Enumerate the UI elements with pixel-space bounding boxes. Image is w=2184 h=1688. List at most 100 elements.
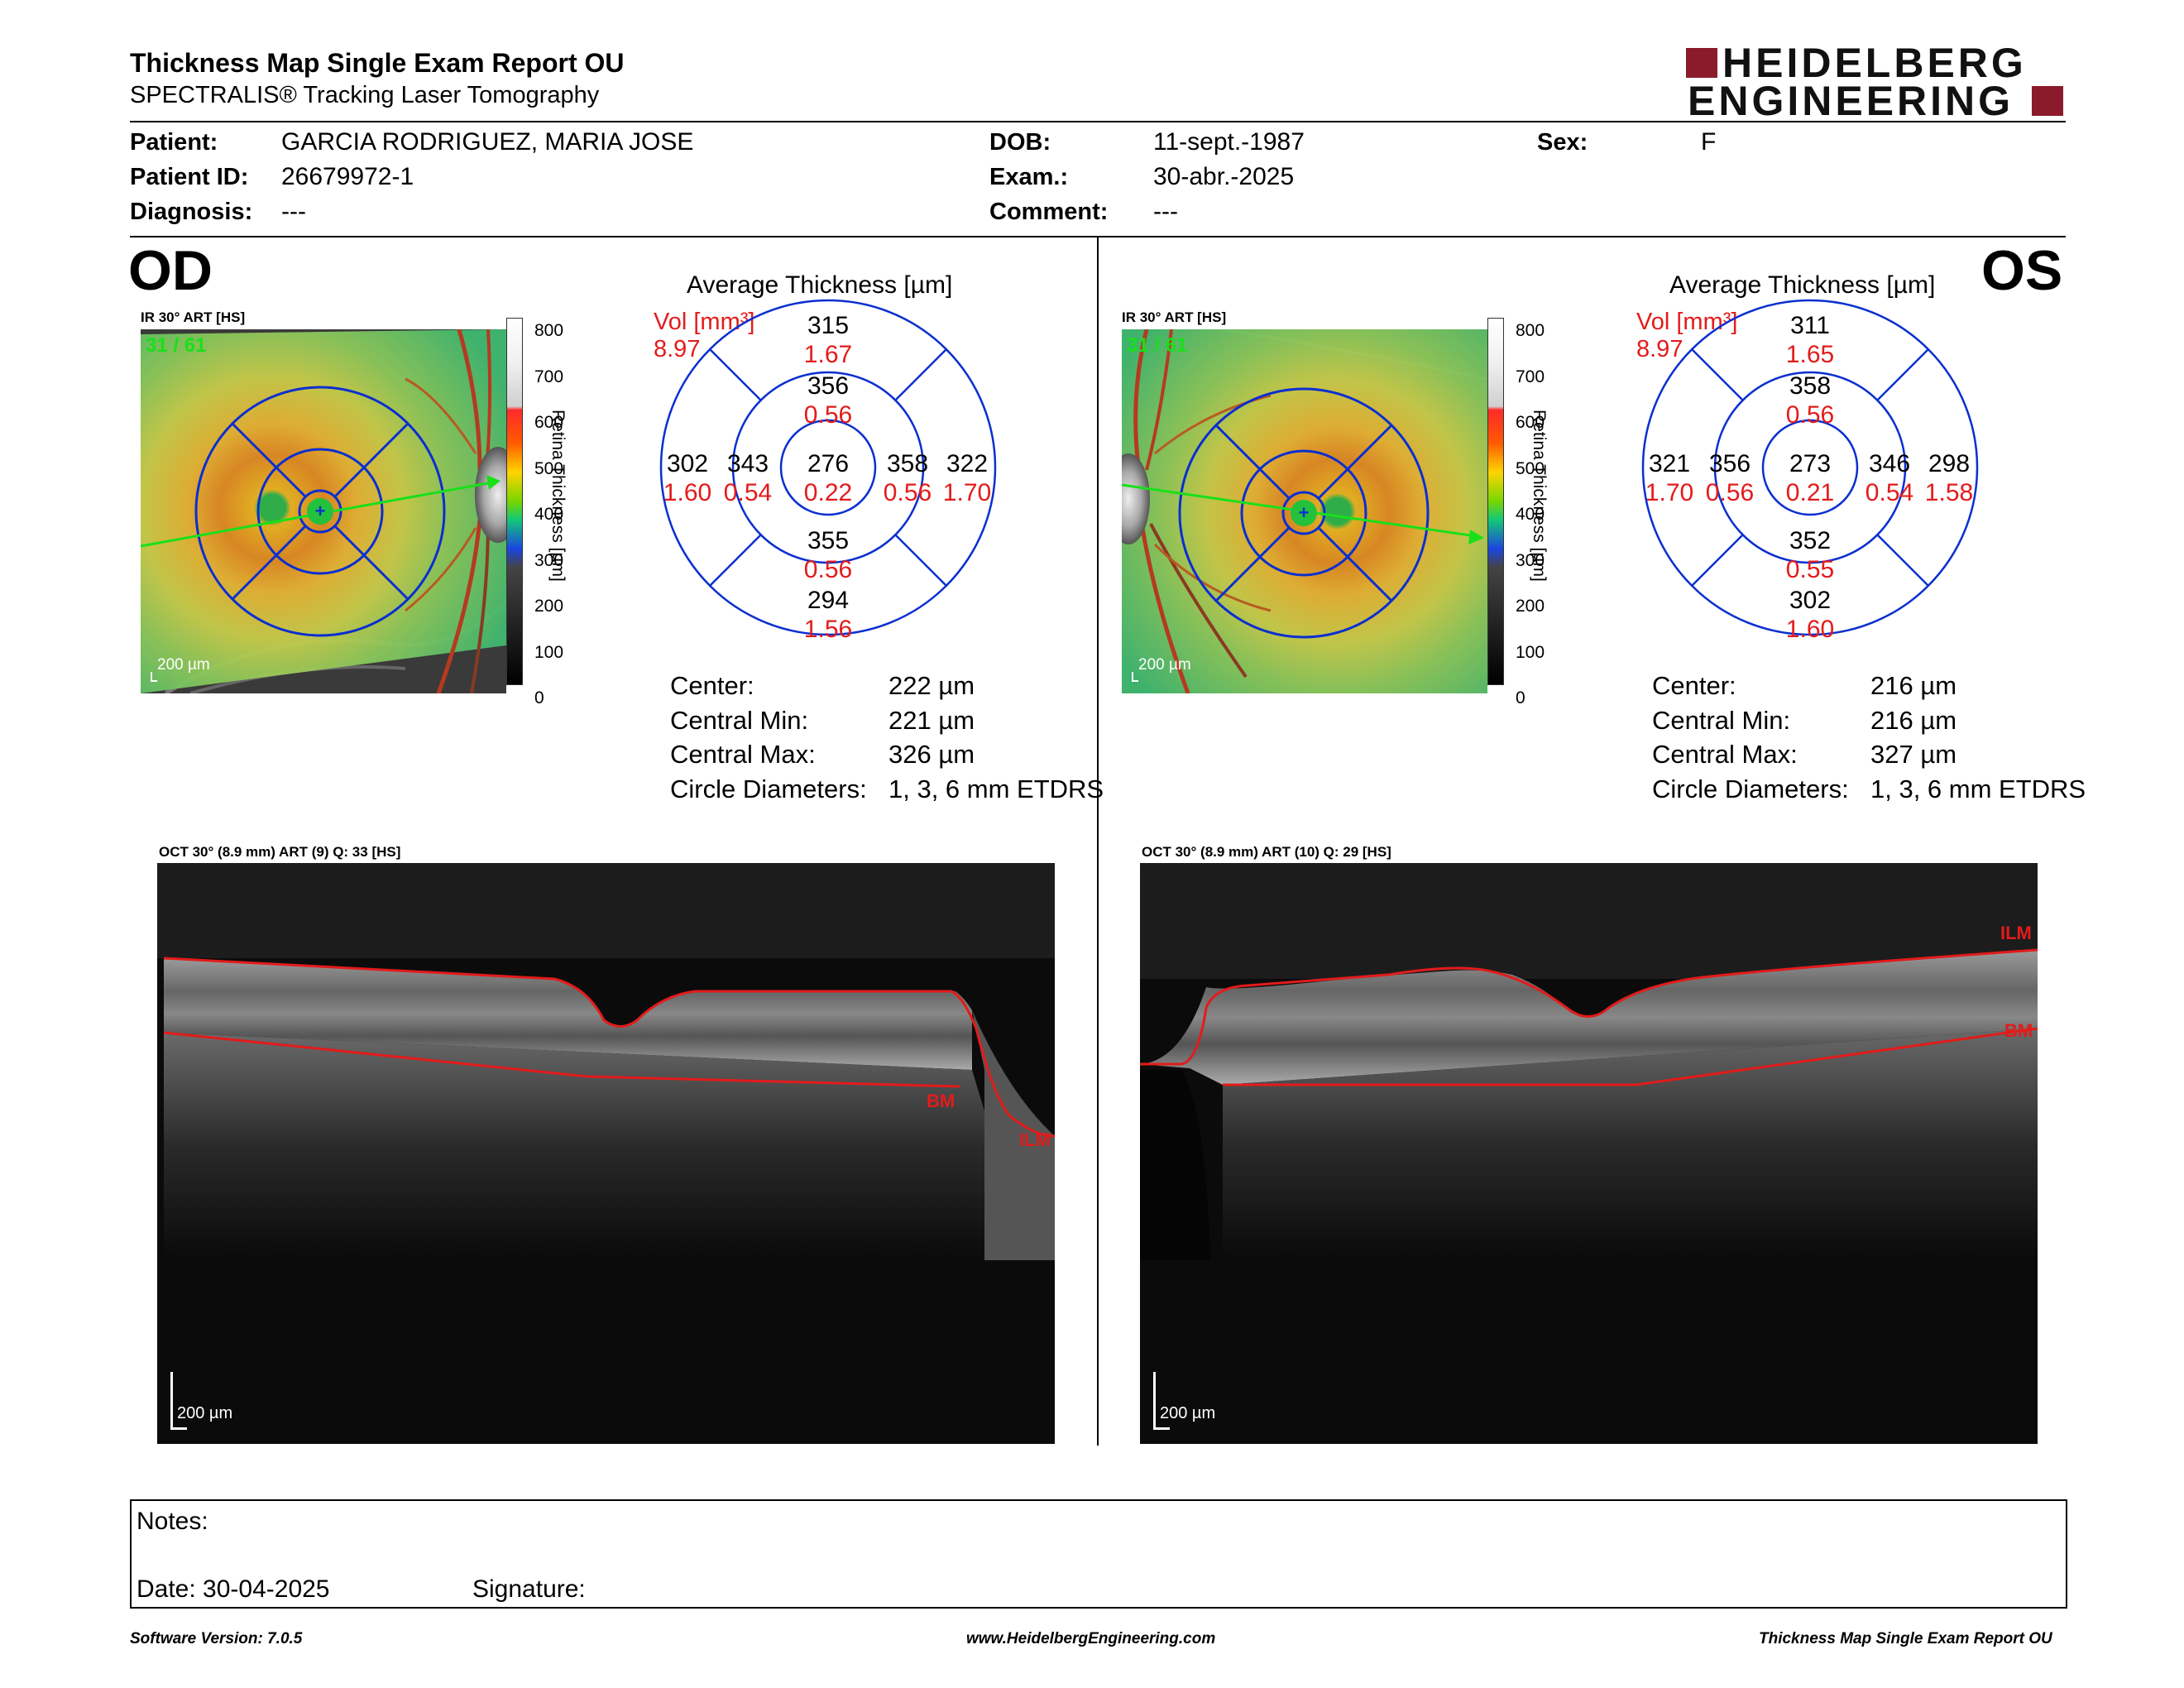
os-oct-scale-bar: 200 µm xyxy=(1160,1404,1216,1422)
footer-website: www.HeidelbergEngineering.com xyxy=(966,1630,1216,1647)
patient-id-value: 26679972-1 xyxy=(281,163,414,190)
os-center-thickness: 273 xyxy=(1789,450,1832,477)
os-oct-bscan-image: ILM BM 200 µm xyxy=(1140,863,2038,1444)
os-inner-right-thickness: 346 xyxy=(1868,450,1911,477)
comment-value: --- xyxy=(1153,198,1178,225)
od-inner-left-thickness: 343 xyxy=(726,450,769,477)
sex-label: Sex: xyxy=(1537,129,1588,156)
od-outer-left-vol: 1.60 xyxy=(663,479,712,506)
os-colorbar-label: Retina Thickness [µm] xyxy=(1530,410,1549,582)
os-outer-left-vol: 1.70 xyxy=(1645,479,1694,506)
od-ir-fundus-image: 31 / 61 200 µm + xyxy=(141,329,506,693)
os-ir-label: IR 30° ART [HS] xyxy=(1122,309,1227,325)
od-outer-inf-thickness: 294 xyxy=(807,587,850,614)
od-oct-bscan-image: BM ILM 200 µm xyxy=(157,863,1055,1444)
os-avg-thickness-title: Average Thickness [µm] xyxy=(1669,271,1936,299)
eye-label-od: OD xyxy=(128,239,213,302)
eye-label-os: OS xyxy=(1981,239,2063,302)
os-inner-left-vol: 0.56 xyxy=(1705,479,1755,506)
od-ir-label: IR 30° ART [HS] xyxy=(141,309,246,325)
os-stats-values: 216 µm 216 µm 327 µm 1, 3, 6 mm ETDRS xyxy=(1870,671,2086,803)
os-center-vol: 0.21 xyxy=(1785,479,1835,506)
od-vol-label: Vol [mm³] xyxy=(654,309,755,335)
exam-value: 30-abr.-2025 xyxy=(1153,163,1295,190)
os-vol-value: 8.97 xyxy=(1636,336,1684,362)
os-layer-ilm: ILM xyxy=(2000,923,2032,943)
svg-text:+: + xyxy=(315,501,326,521)
os-ir-fundus-image: 31 / 61 200 µm + xyxy=(1122,329,1487,693)
od-outer-right-vol: 1.70 xyxy=(942,479,992,506)
dob-label: DOB: xyxy=(989,129,1051,156)
os-inner-inf-thickness: 352 xyxy=(1789,527,1832,554)
report-title: Thickness Map Single Exam Report OU xyxy=(130,48,625,78)
os-stats-labels: Center: Central Min: Central Max: Circle D… xyxy=(1652,671,1849,803)
os-etdrs-grid xyxy=(1641,299,1979,636)
od-etdrs-values: 315 1.67 356 0.56 276 0.22 355 0.56 294 … xyxy=(659,298,998,643)
notes-date: Date: 30-04-2025 xyxy=(136,1575,330,1603)
od-inner-left-vol: 0.54 xyxy=(723,479,773,506)
signature-label: Signature: xyxy=(472,1575,586,1603)
os-outer-sup-vol: 1.65 xyxy=(1785,341,1835,368)
exam-label: Exam.: xyxy=(989,164,1069,190)
od-outer-sup-thickness: 315 xyxy=(807,312,850,339)
od-outer-right-thickness: 322 xyxy=(946,450,989,477)
dob-value: 11-sept.-1987 xyxy=(1153,128,1305,156)
os-inner-inf-vol: 0.55 xyxy=(1785,556,1835,583)
od-thickness-colorbar xyxy=(506,318,523,685)
os-layer-bm: BM xyxy=(2004,1020,2033,1041)
os-inner-sup-thickness: 358 xyxy=(1789,372,1832,400)
eye-divider xyxy=(1097,237,1099,1446)
od-etdrs-overlay: + xyxy=(141,386,500,637)
od-inner-inf-vol: 0.56 xyxy=(803,556,853,583)
os-outer-right-thickness: 298 xyxy=(1928,450,1971,477)
od-inner-inf-thickness: 355 xyxy=(807,527,850,554)
od-colorbar-ticks: 800 700 600 500 400 300 200 100 0 xyxy=(534,321,564,707)
patient-label: Patient: xyxy=(130,129,218,156)
od-oct-scale-bar: 200 µm xyxy=(177,1404,233,1422)
os-vol-label: Vol [mm³] xyxy=(1636,309,1738,335)
od-center-thickness: 276 xyxy=(807,450,850,477)
os-inner-right-vol: 0.54 xyxy=(1865,479,1914,506)
os-outer-inf-vol: 1.60 xyxy=(1785,616,1835,643)
patient-id-label: Patient ID: xyxy=(130,164,249,190)
od-colorbar-label: Retina Thickness [µm] xyxy=(548,410,568,582)
svg-text:+: + xyxy=(1299,502,1310,523)
os-inner-sup-vol: 0.56 xyxy=(1785,401,1835,429)
heidelberg-logo: HEIDELBERG ENGINEERING xyxy=(1686,42,2067,122)
os-etdrs-overlay: + xyxy=(1122,387,1484,639)
footer-software-version: Software Version: 7.0.5 xyxy=(130,1630,303,1647)
od-center-vol: 0.22 xyxy=(803,479,853,506)
od-inner-sup-vol: 0.56 xyxy=(803,401,853,429)
od-layer-bm: BM xyxy=(927,1091,955,1111)
os-outer-inf-thickness: 302 xyxy=(1789,587,1832,614)
od-oct-label: OCT 30° (8.9 mm) ART (9) Q: 33 [HS] xyxy=(159,844,401,860)
os-outer-right-vol: 1.58 xyxy=(1924,479,1974,506)
notes-box[interactable]: Notes: Date: 30-04-2025 Signature: xyxy=(130,1499,2067,1609)
sex-value: F xyxy=(1701,128,1717,156)
os-etdrs-values: 311 1.65 358 0.56 273 0.21 352 0.55 302 … xyxy=(1640,298,1980,643)
od-outer-sup-vol: 1.67 xyxy=(803,341,853,368)
os-ir-scale-bar: 200 µm xyxy=(1138,656,1191,674)
od-layer-ilm: ILM xyxy=(1019,1129,1051,1150)
od-inner-right-thickness: 358 xyxy=(886,450,929,477)
os-colorbar-ticks: 800 700 600 500 400 300 200 100 0 xyxy=(1516,321,1545,707)
os-inner-left-thickness: 356 xyxy=(1708,450,1751,477)
diagnosis-label: Diagnosis: xyxy=(130,199,253,225)
od-etdrs-grid xyxy=(659,299,997,636)
od-avg-thickness-title: Average Thickness [µm] xyxy=(687,271,953,299)
od-vol-value: 8.97 xyxy=(654,336,701,362)
od-outer-left-thickness: 302 xyxy=(666,450,709,477)
od-scan-counter: 31 / 61 xyxy=(146,334,207,357)
od-stats-values: 222 µm 221 µm 326 µm 1, 3, 6 mm ETDRS xyxy=(888,671,1104,803)
od-ir-scale-bar: 200 µm xyxy=(157,656,210,674)
os-thickness-colorbar xyxy=(1487,318,1504,685)
os-scan-counter: 31 / 61 xyxy=(1127,334,1188,357)
report-subtitle: SPECTRALIS® Tracking Laser Tomography xyxy=(130,82,600,108)
patient-name: GARCIA RODRIGUEZ, MARIA JOSE xyxy=(281,128,694,156)
footer-report-name: Thickness Map Single Exam Report OU xyxy=(1759,1630,2052,1647)
diagnosis-value: --- xyxy=(281,198,306,225)
od-outer-inf-vol: 1.56 xyxy=(803,616,853,643)
os-oct-label: OCT 30° (8.9 mm) ART (10) Q: 29 [HS] xyxy=(1142,844,1391,860)
od-inner-sup-thickness: 356 xyxy=(807,372,850,400)
os-outer-sup-thickness: 311 xyxy=(1790,312,1830,339)
